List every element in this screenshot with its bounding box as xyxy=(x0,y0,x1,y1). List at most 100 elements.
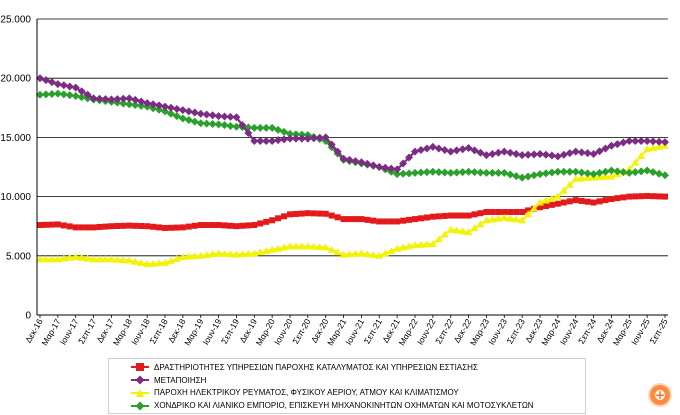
data-point xyxy=(322,210,329,217)
data-point xyxy=(363,159,372,168)
data-point xyxy=(494,148,503,157)
data-point xyxy=(95,255,104,263)
legend: ΔΡΑΣΤΗΡΙΟΤΗΤΕΣ ΥΠΗΡΕΣΙΩΝ ΠΑΡΟΧΗΣ ΚΑΤΑΛΥΜ… xyxy=(108,358,586,414)
y-tick-label: 20.000 xyxy=(0,74,31,85)
data-point xyxy=(428,239,437,247)
data-point xyxy=(364,216,371,223)
data-point xyxy=(637,167,646,176)
data-point xyxy=(452,226,461,234)
data-point xyxy=(661,171,669,180)
data-point xyxy=(351,157,360,166)
data-point xyxy=(215,222,222,229)
data-point xyxy=(589,149,598,158)
data-point xyxy=(376,218,383,225)
data-point xyxy=(435,213,442,220)
data-point xyxy=(274,136,283,145)
data-point xyxy=(78,224,85,231)
data-point xyxy=(328,212,335,219)
data-point xyxy=(47,255,56,263)
data-point xyxy=(173,224,180,231)
data-point xyxy=(214,120,223,129)
data-point xyxy=(375,251,384,259)
data-point xyxy=(661,138,669,147)
data-point xyxy=(565,167,574,176)
data-point xyxy=(446,147,455,156)
data-point xyxy=(518,173,527,182)
data-point xyxy=(131,101,140,110)
data-point xyxy=(465,212,472,219)
data-point xyxy=(453,212,460,219)
data-point xyxy=(488,149,497,158)
data-point xyxy=(500,213,509,221)
data-point xyxy=(167,224,174,231)
data-point xyxy=(321,133,330,142)
data-point xyxy=(583,149,592,158)
x-tick-label: Σεπ-24 xyxy=(576,317,598,346)
data-point xyxy=(447,212,454,219)
line-chart: 0 5.000 10.000 15.000 20.000 25.000 Δεκ-16Μαρ… xyxy=(0,15,669,348)
data-point xyxy=(327,140,336,149)
data-point xyxy=(524,150,533,159)
data-point xyxy=(387,247,396,255)
data-point xyxy=(547,168,556,177)
data-point xyxy=(494,214,503,222)
data-point xyxy=(357,249,366,257)
data-point xyxy=(476,148,485,157)
data-point xyxy=(536,170,544,179)
data-point xyxy=(262,123,271,132)
legend-label: ΔΡΑΣΤΗΡΙΟΤΗΤΕΣ ΥΠΗΡΕΣΙΩΝ ΠΑΡΟΧΗΣ ΚΑΤΑΛΥΜ… xyxy=(154,362,478,372)
data-point xyxy=(458,168,467,177)
data-point xyxy=(638,193,645,200)
data-point xyxy=(256,248,265,256)
data-point xyxy=(280,243,289,251)
data-point xyxy=(119,94,128,103)
data-point xyxy=(37,222,43,229)
data-point xyxy=(226,250,235,258)
data-point xyxy=(541,196,550,204)
data-point xyxy=(506,148,515,157)
data-point xyxy=(607,141,616,150)
data-point xyxy=(101,95,110,104)
data-point xyxy=(232,122,241,131)
data-point xyxy=(286,129,294,138)
data-point xyxy=(649,137,658,146)
data-point xyxy=(346,216,353,223)
data-point xyxy=(399,159,408,168)
data-point xyxy=(149,100,158,109)
data-point xyxy=(494,168,503,177)
data-point xyxy=(595,147,604,156)
data-point xyxy=(59,254,68,262)
data-point xyxy=(143,99,152,108)
data-point xyxy=(441,212,448,219)
data-point xyxy=(107,255,116,263)
data-point xyxy=(155,101,164,110)
data-point xyxy=(233,223,240,230)
data-point xyxy=(406,216,413,223)
data-point xyxy=(297,134,306,143)
data-point xyxy=(370,217,377,224)
data-point xyxy=(108,223,115,230)
data-point xyxy=(440,146,449,155)
data-point xyxy=(566,198,573,205)
data-point xyxy=(412,216,418,223)
data-point xyxy=(422,240,431,248)
data-point xyxy=(226,112,235,121)
data-point xyxy=(601,172,610,180)
data-point xyxy=(416,240,425,248)
data-point xyxy=(203,222,210,229)
data-point xyxy=(155,259,164,267)
data-point xyxy=(643,145,652,153)
data-point xyxy=(559,186,568,194)
data-point xyxy=(268,245,277,253)
data-point xyxy=(126,222,133,229)
capital-logo xyxy=(650,385,670,405)
data-point xyxy=(202,110,211,119)
data-point xyxy=(297,242,306,250)
legend-swatch xyxy=(131,374,149,386)
data-point xyxy=(399,243,408,251)
y-tick-label: 10.000 xyxy=(0,192,31,203)
series-3 xyxy=(36,89,669,182)
data-point xyxy=(369,251,378,259)
data-point xyxy=(303,242,312,250)
data-point xyxy=(541,169,550,178)
